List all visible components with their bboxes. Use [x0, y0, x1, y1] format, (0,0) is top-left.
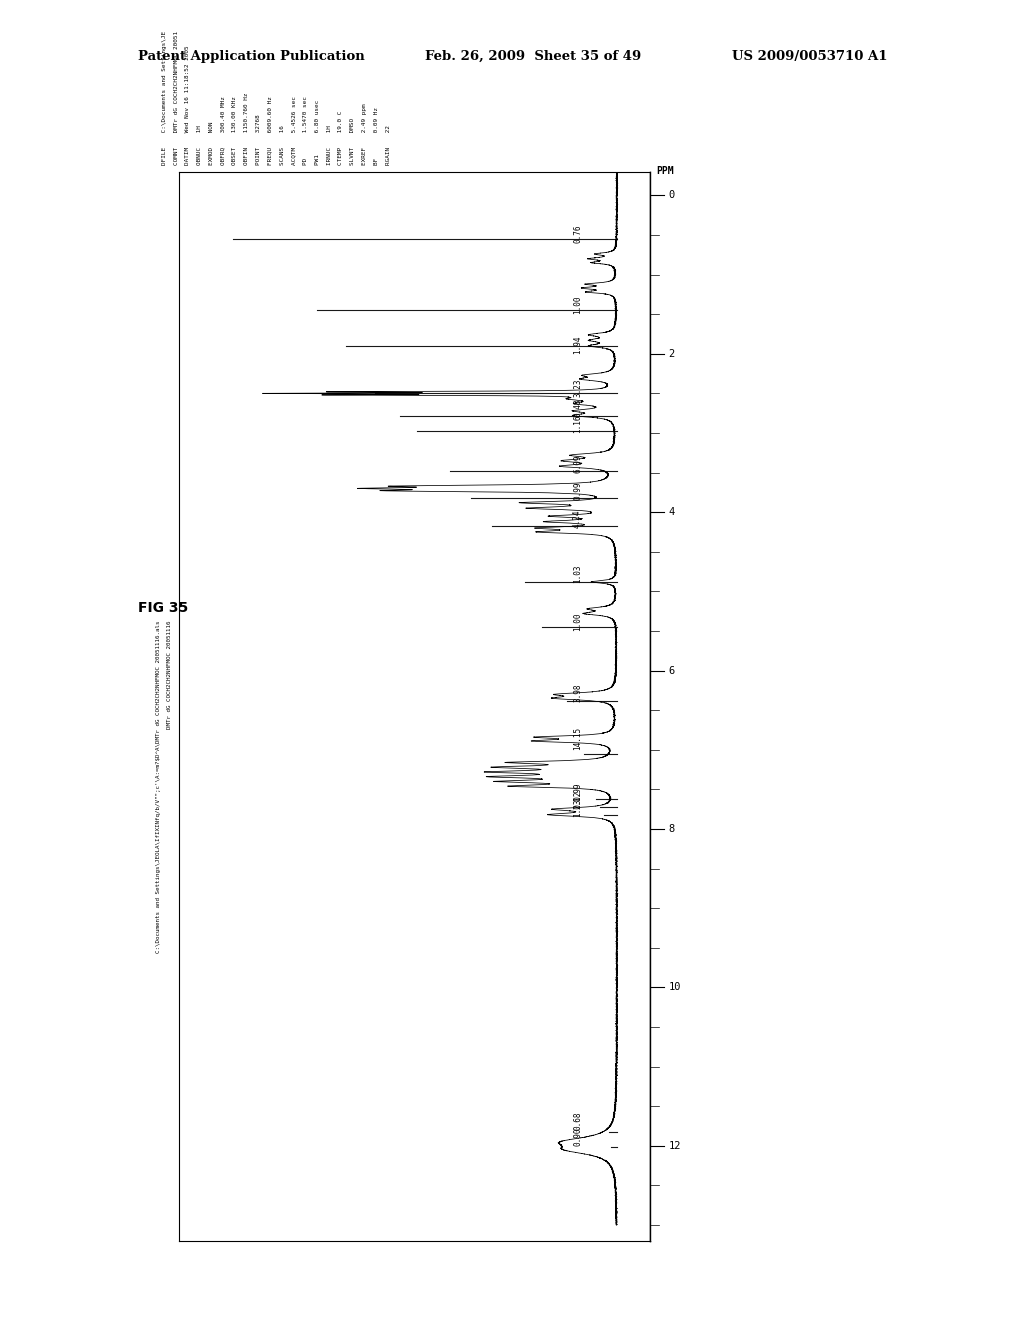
Text: 0: 0	[669, 190, 675, 201]
Text: RGAIN    22: RGAIN 22	[385, 125, 390, 165]
Text: 2.02: 2.02	[573, 791, 582, 809]
Text: 1.03: 1.03	[573, 565, 582, 583]
Text: PD       1.5470 sec: PD 1.5470 sec	[303, 96, 308, 165]
Text: CTEMP    19.0 C: CTEMP 19.0 C	[338, 111, 343, 165]
Text: COMNT    DMTr dG COCH2CH2NHFMOC 20051: COMNT DMTr dG COCH2CH2NHFMOC 20051	[174, 30, 178, 165]
Text: EXMOD    NON: EXMOD NON	[209, 121, 214, 165]
Text: US 2009/0053710 A1: US 2009/0053710 A1	[732, 50, 888, 63]
Text: 4.24: 4.24	[573, 510, 582, 528]
Text: IRNUC    1H: IRNUC 1H	[327, 125, 332, 165]
Text: 0.99: 0.99	[573, 482, 582, 500]
Text: DMTr dG COCH2CH2NHFMOC 20051116: DMTr dG COCH2CH2NHFMOC 20051116	[167, 620, 172, 729]
Text: 0.68: 0.68	[573, 1111, 582, 1130]
Text: C:\Documents and Settings\JEOLA\IfIXINfq/b/V"";c'\A:=m?$D^A\DMTr dG COCH2CH2NHFM: C:\Documents and Settings\JEOLA\IfIXINfq…	[156, 620, 161, 953]
Text: 1.00: 1.00	[573, 612, 582, 631]
Text: 6: 6	[669, 665, 675, 676]
Text: ACQTM    5.4526 sec: ACQTM 5.4526 sec	[291, 96, 296, 165]
Text: 0.90: 0.90	[573, 1127, 582, 1146]
Text: Patent Application Publication: Patent Application Publication	[138, 50, 365, 63]
Text: SLVNT    DMSO: SLVNT DMSO	[350, 117, 355, 165]
Text: PW1      6.80 usec: PW1 6.80 usec	[315, 100, 319, 165]
Text: 1.94: 1.94	[573, 335, 582, 354]
Text: 3.23: 3.23	[573, 379, 582, 397]
Text: OBNUC    1H: OBNUC 1H	[197, 125, 202, 165]
Text: PPM: PPM	[656, 165, 674, 176]
Text: 14.15: 14.15	[573, 726, 582, 750]
Text: 3.98: 3.98	[573, 684, 582, 702]
Text: OBFIN    1150.760 Hz: OBFIN 1150.760 Hz	[244, 92, 249, 165]
Text: 10: 10	[669, 982, 681, 993]
Text: DFILE    C:\Documents and Settings\JE: DFILE C:\Documents and Settings\JE	[162, 30, 167, 165]
Text: 0.76: 0.76	[573, 224, 582, 243]
Text: FIG 35: FIG 35	[138, 601, 188, 615]
Text: 12: 12	[669, 1140, 681, 1151]
Text: 6.09: 6.09	[573, 454, 582, 473]
Text: 4: 4	[669, 507, 675, 517]
Text: OBFRQ    300.40 MHz: OBFRQ 300.40 MHz	[221, 96, 225, 165]
Text: EXREF    2.49 ppm: EXREF 2.49 ppm	[362, 103, 367, 165]
Text: FREQU    6009.60 Hz: FREQU 6009.60 Hz	[268, 96, 272, 165]
Text: BF       0.09 Hz: BF 0.09 Hz	[374, 107, 379, 165]
Text: 8: 8	[669, 824, 675, 834]
Text: Feb. 26, 2009  Sheet 35 of 49: Feb. 26, 2009 Sheet 35 of 49	[425, 50, 641, 63]
Text: 1.00: 1.00	[573, 296, 582, 314]
Text: OBSET    130.00 KHz: OBSET 130.00 KHz	[232, 96, 238, 165]
Text: DATIM    Wed Nov 16 11:18:52 2005: DATIM Wed Nov 16 11:18:52 2005	[185, 45, 190, 165]
Text: 2: 2	[669, 348, 675, 359]
Text: 1.99: 1.99	[573, 783, 582, 801]
Text: 1.16: 1.16	[573, 414, 582, 433]
Text: POINT    32768: POINT 32768	[256, 115, 261, 165]
Text: 1.03: 1.03	[573, 799, 582, 817]
Text: 0.48: 0.48	[573, 399, 582, 417]
Text: SCANS    16: SCANS 16	[280, 125, 285, 165]
